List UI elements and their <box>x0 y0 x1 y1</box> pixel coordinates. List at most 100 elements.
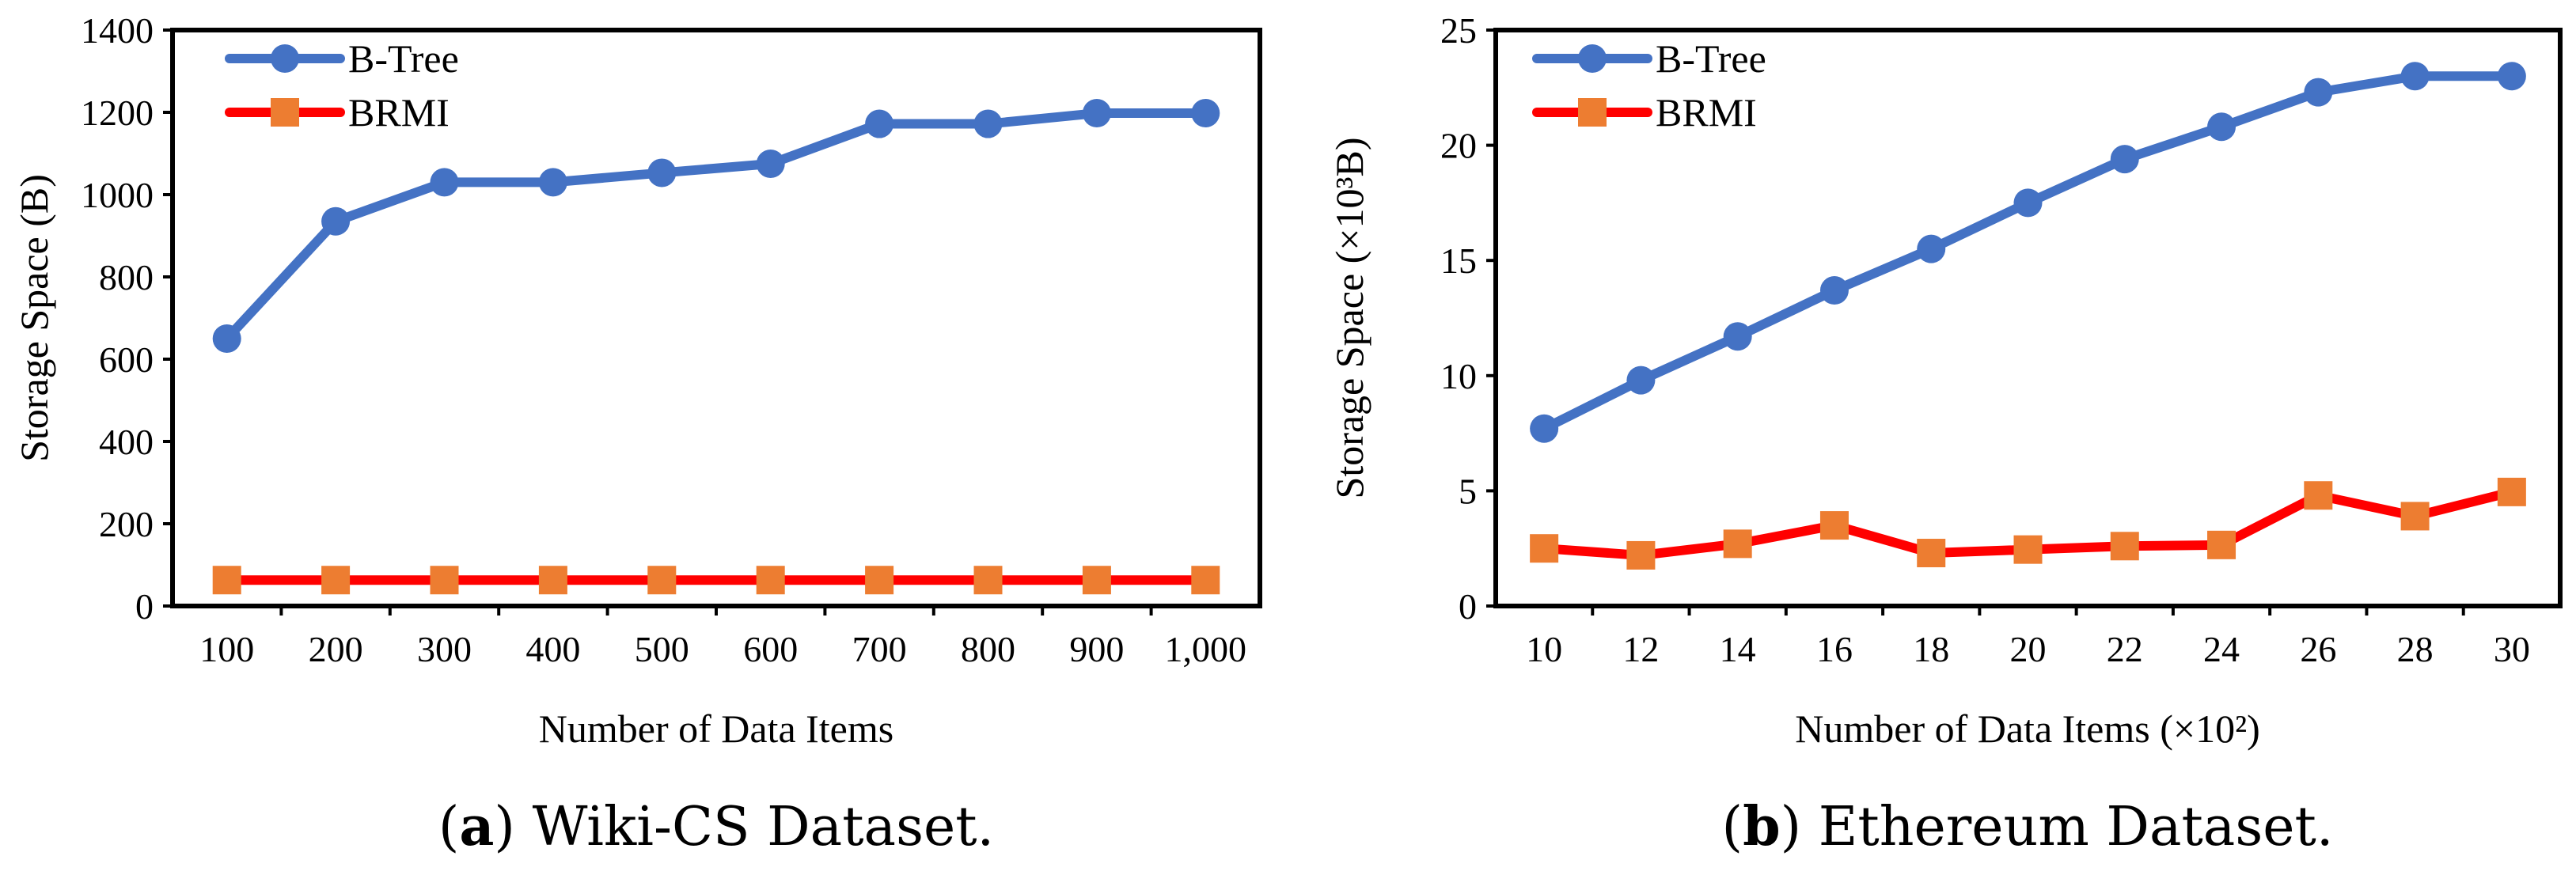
x-tick-label: 26 <box>2300 629 2336 669</box>
legend-marker-square <box>1578 98 1607 127</box>
x-axis-label-b: Number of Data Items (×10²) <box>1795 706 2259 751</box>
data-point-circle <box>865 109 894 138</box>
data-point-square <box>1082 566 1111 595</box>
data-point-circle <box>321 206 351 236</box>
data-point-circle <box>2400 62 2430 91</box>
data-point-circle <box>2110 145 2139 174</box>
data-point-circle <box>647 158 677 188</box>
x-axis-label-a: Number of Data Items <box>539 706 893 751</box>
x-tick-label: 12 <box>1622 629 1659 669</box>
legend-marker-circle <box>1578 44 1607 73</box>
data-point-circle <box>430 168 459 197</box>
data-point-square <box>865 566 894 595</box>
data-point-circle <box>1917 234 1946 263</box>
y-tick-label: 0 <box>135 586 154 627</box>
data-point-square <box>2304 481 2333 510</box>
legend-label: B-Tree <box>1656 36 1766 81</box>
x-tick-label: 20 <box>2010 629 2047 669</box>
data-point-square <box>1626 540 1656 570</box>
y-axis-label-a: Storage Space (B) <box>12 174 56 462</box>
data-point-square <box>2013 535 2043 564</box>
y-tick-label: 5 <box>1459 471 1477 511</box>
legend-label: B-Tree <box>348 36 459 81</box>
caption-text-b: Ethereum Dataset. <box>1819 796 2334 858</box>
legend-label: BRMI <box>1656 90 1757 134</box>
data-point-circle <box>1626 366 1656 395</box>
data-point-square <box>212 566 241 595</box>
x-tick-label: 24 <box>2203 629 2240 669</box>
data-point-circle <box>2207 112 2236 142</box>
data-point-square <box>973 566 1003 595</box>
data-point-square <box>756 566 785 595</box>
y-tick-label: 1200 <box>81 93 154 133</box>
y-tick-label: 800 <box>99 257 154 297</box>
series-group-b <box>1530 62 2526 570</box>
data-point-square <box>647 566 677 595</box>
x-tick-labels-a: 100 200 300 400 500 600 700 800 900 1,000 <box>199 606 1246 669</box>
data-point-circle <box>756 150 785 178</box>
x-tick-label: 400 <box>525 629 580 669</box>
panel-b: 0 5 10 15 20 25 10 12 14 16 18 20 22 24 26 28 30 B-Tree… <box>1327 10 2563 858</box>
series-line-b-tree <box>222 108 1211 343</box>
data-point-square <box>1819 511 1849 540</box>
legend-b: B-Tree BRMI <box>1532 36 1766 134</box>
x-tick-label: 200 <box>309 629 363 669</box>
data-point-circle <box>2497 62 2526 91</box>
data-point-circle <box>1082 99 1111 128</box>
panel-a: 0 200 400 600 800 1000 1200 1400 100 200 300 400 50… <box>12 10 1262 858</box>
data-point-square <box>2400 502 2430 531</box>
x-tick-label: 22 <box>2107 629 2143 669</box>
x-tick-label: 500 <box>635 629 689 669</box>
y-tick-label: 1400 <box>81 10 154 51</box>
legend-marker-circle <box>271 44 299 73</box>
data-point-square <box>2110 532 2139 561</box>
x-tick-label: 18 <box>1913 629 1949 669</box>
caption-b: (b) Ethereum Dataset. <box>1722 795 2334 858</box>
data-point-square <box>1917 539 1946 568</box>
caption-letter-a: a <box>459 795 494 858</box>
data-point-circle <box>973 109 1003 138</box>
x-tick-label: 700 <box>852 629 907 669</box>
x-tick-label: 600 <box>743 629 798 669</box>
y-tick-label: 1000 <box>81 175 154 215</box>
x-tick-label: 16 <box>1816 629 1853 669</box>
data-point-circle <box>538 168 567 197</box>
y-tick-label: 600 <box>99 339 154 380</box>
y-tick-label: 20 <box>1440 126 1477 166</box>
data-point-square <box>2207 530 2236 559</box>
data-point-square <box>321 566 351 595</box>
data-point-circle <box>1191 99 1220 128</box>
x-tick-label: 100 <box>199 629 254 669</box>
y-tick-labels-b: 0 5 10 15 20 25 <box>1440 10 1496 627</box>
y-tick-label: 15 <box>1440 241 1477 281</box>
data-point-circle <box>2304 78 2333 107</box>
series-group-a <box>212 99 1220 595</box>
y-tick-label: 0 <box>1459 586 1477 627</box>
x-tick-label: 14 <box>1720 629 1756 669</box>
data-point-circle <box>2013 188 2043 218</box>
legend-a: B-Tree BRMI <box>225 36 459 134</box>
y-tick-labels-a: 0 200 400 600 800 1000 1200 1400 <box>81 10 173 627</box>
x-tick-labels-b: 10 12 14 16 18 20 22 24 26 28 30 <box>1526 606 2530 669</box>
data-point-square <box>538 566 567 595</box>
caption-a: (a) Wiki-CS Dataset. <box>438 795 994 858</box>
data-point-square <box>1191 566 1220 595</box>
y-tick-label: 10 <box>1440 356 1477 396</box>
legend-marker-square <box>271 98 299 127</box>
x-tick-label: 300 <box>417 629 472 669</box>
data-point-square <box>1530 534 1559 563</box>
x-tick-label: 28 <box>2397 629 2434 669</box>
data-point-circle <box>1819 276 1849 305</box>
caption-text-a: Wiki-CS Dataset. <box>533 796 995 858</box>
data-point-circle <box>1530 414 1559 443</box>
data-point-circle <box>212 324 241 353</box>
plot-frame-b <box>1493 28 2563 608</box>
data-point-square <box>1723 529 1752 559</box>
data-point-circle <box>1723 322 1752 351</box>
y-tick-label: 25 <box>1440 10 1477 51</box>
x-tick-label: 30 <box>2494 629 2530 669</box>
y-axis-label-b: Storage Space (×10³B) <box>1327 138 1371 499</box>
x-tick-label: 1,000 <box>1165 629 1247 669</box>
legend-label: BRMI <box>348 90 450 134</box>
